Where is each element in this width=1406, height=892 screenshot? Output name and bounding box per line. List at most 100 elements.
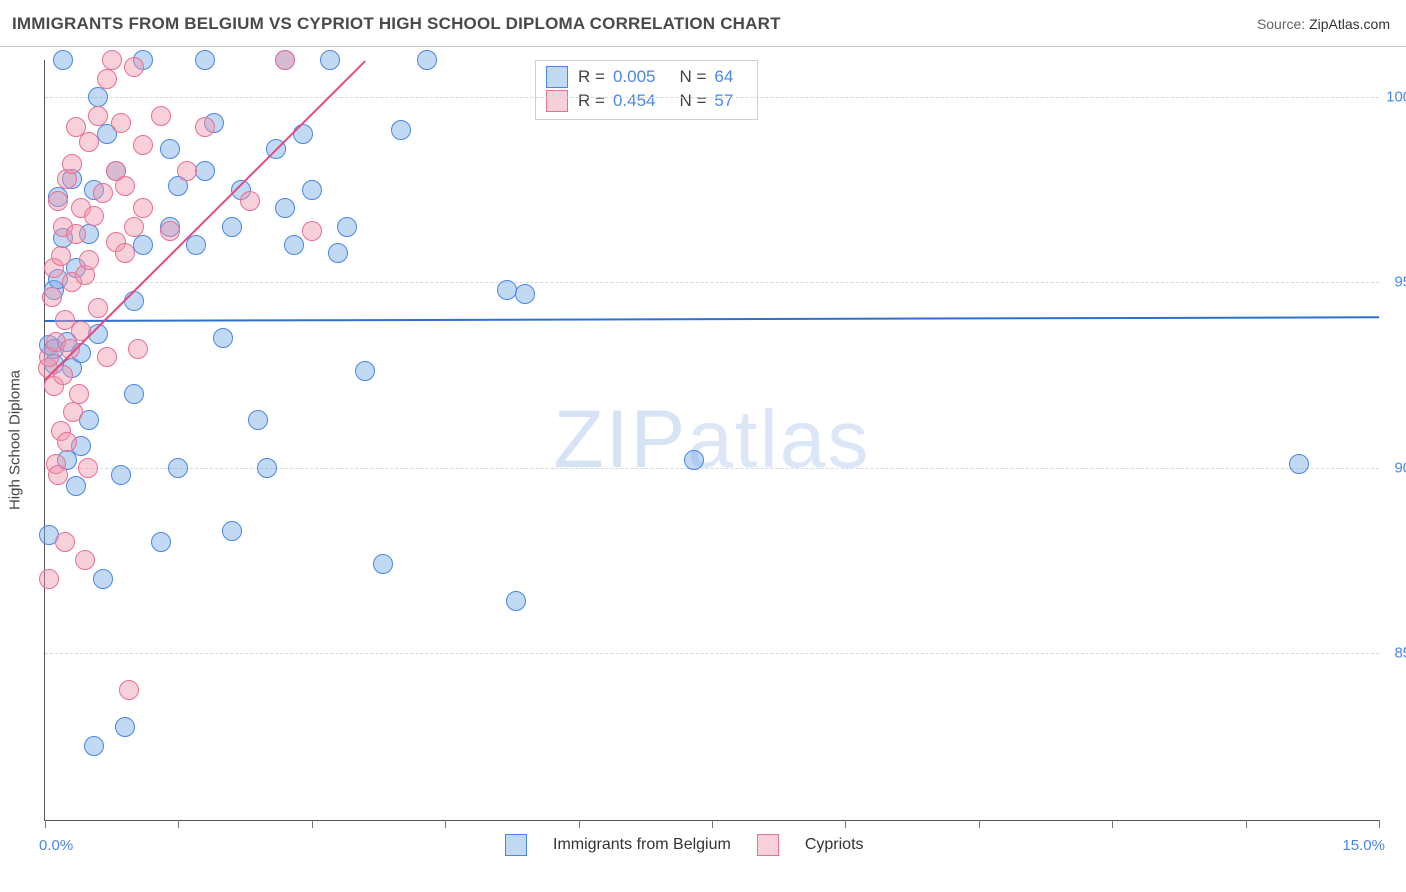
- data-point: [195, 161, 215, 181]
- legend-swatch: [505, 834, 527, 856]
- data-point: [124, 57, 144, 77]
- data-point: [248, 410, 268, 430]
- x-tick: [579, 820, 580, 828]
- data-point: [186, 235, 206, 255]
- data-point: [373, 554, 393, 574]
- stats-row: R =0.454N =57: [546, 89, 747, 113]
- x-axis-max-label: 15.0%: [1342, 837, 1385, 854]
- data-point: [93, 183, 113, 203]
- data-point: [97, 347, 117, 367]
- data-point: [84, 206, 104, 226]
- data-point: [63, 402, 83, 422]
- data-point: [417, 50, 437, 70]
- data-point: [62, 154, 82, 174]
- data-point: [222, 217, 242, 237]
- data-point: [115, 176, 135, 196]
- n-label: N =: [679, 65, 706, 89]
- y-axis-title: High School Diploma: [7, 370, 24, 510]
- data-point: [66, 476, 86, 496]
- scatter-chart: ZIPatlas High School Diploma 0.0% 15.0% …: [44, 60, 1379, 821]
- data-point: [195, 50, 215, 70]
- data-point: [84, 736, 104, 756]
- data-point: [79, 132, 99, 152]
- watermark-thin: atlas: [687, 394, 870, 485]
- x-tick: [712, 820, 713, 828]
- data-point: [177, 161, 197, 181]
- data-point: [133, 198, 153, 218]
- watermark-bold: ZIP: [554, 394, 688, 485]
- n-label: N =: [679, 89, 706, 113]
- r-value: 0.454: [613, 89, 656, 113]
- gridline-h: [45, 468, 1379, 469]
- r-value: 0.005: [613, 65, 656, 89]
- data-point: [195, 117, 215, 137]
- data-point: [506, 591, 526, 611]
- data-point: [39, 569, 59, 589]
- data-point: [119, 680, 139, 700]
- data-point: [75, 550, 95, 570]
- data-point: [57, 432, 77, 452]
- legend-swatch: [546, 66, 568, 88]
- data-point: [222, 521, 242, 541]
- data-point: [111, 113, 131, 133]
- gridline-h: [45, 653, 1379, 654]
- data-point: [79, 250, 99, 270]
- legend-swatch: [546, 90, 568, 112]
- data-point: [1289, 454, 1309, 474]
- data-point: [55, 532, 75, 552]
- data-point: [302, 221, 322, 241]
- legend-swatch: [757, 834, 779, 856]
- watermark: ZIPatlas: [554, 393, 871, 487]
- data-point: [168, 458, 188, 478]
- source-value: ZipAtlas.com: [1309, 16, 1390, 32]
- y-tick-label: 95.0%: [1383, 274, 1406, 291]
- x-tick: [445, 820, 446, 828]
- data-point: [213, 328, 233, 348]
- data-point: [78, 458, 98, 478]
- source-label: Source:: [1257, 16, 1309, 32]
- data-point: [124, 291, 144, 311]
- data-point: [160, 221, 180, 241]
- y-tick-label: 85.0%: [1383, 645, 1406, 662]
- data-point: [160, 139, 180, 159]
- x-tick: [979, 820, 980, 828]
- x-tick: [1246, 820, 1247, 828]
- x-tick: [1379, 820, 1380, 828]
- x-tick: [178, 820, 179, 828]
- data-point: [66, 224, 86, 244]
- r-label: R =: [578, 89, 605, 113]
- chart-header: IMMIGRANTS FROM BELGIUM VS CYPRIOT HIGH …: [0, 0, 1406, 47]
- data-point: [97, 69, 117, 89]
- data-point: [88, 106, 108, 126]
- chart-title: IMMIGRANTS FROM BELGIUM VS CYPRIOT HIGH …: [12, 14, 781, 34]
- legend-label: Immigrants from Belgium: [553, 836, 731, 854]
- data-point: [275, 198, 295, 218]
- data-point: [51, 246, 71, 266]
- legend: Immigrants from BelgiumCypriots: [505, 834, 864, 856]
- data-point: [151, 106, 171, 126]
- data-point: [497, 280, 517, 300]
- data-point: [302, 180, 322, 200]
- data-point: [337, 217, 357, 237]
- data-point: [111, 465, 131, 485]
- x-tick: [845, 820, 846, 828]
- data-point: [328, 243, 348, 263]
- data-point: [128, 339, 148, 359]
- data-point: [275, 50, 295, 70]
- data-point: [355, 361, 375, 381]
- trend-line: [45, 316, 1379, 322]
- data-point: [515, 284, 535, 304]
- data-point: [391, 120, 411, 140]
- data-point: [257, 458, 277, 478]
- stats-row: R =0.005N =64: [546, 65, 747, 89]
- r-label: R =: [578, 65, 605, 89]
- correlation-stats-box: R =0.005N =64R =0.454N =57: [535, 60, 758, 120]
- x-tick: [1112, 820, 1113, 828]
- x-tick: [312, 820, 313, 828]
- x-tick: [45, 820, 46, 828]
- data-point: [53, 50, 73, 70]
- data-point: [88, 87, 108, 107]
- data-point: [48, 191, 68, 211]
- data-point: [133, 135, 153, 155]
- data-point: [48, 465, 68, 485]
